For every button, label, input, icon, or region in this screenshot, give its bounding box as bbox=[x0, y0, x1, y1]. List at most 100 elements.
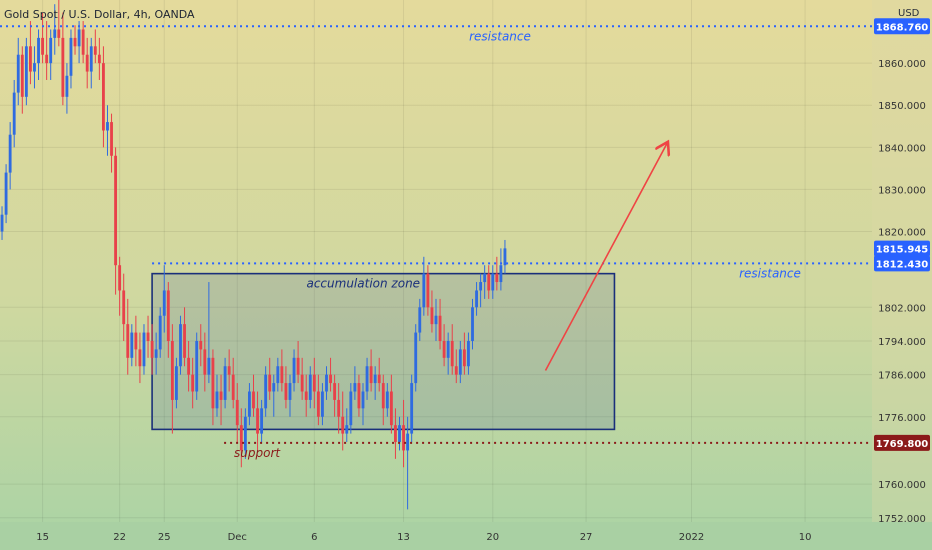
levels-layer: resistance resistance support bbox=[0, 25, 872, 460]
candle-body bbox=[422, 273, 426, 308]
time-axis-bg bbox=[0, 522, 932, 550]
candle-body bbox=[252, 391, 255, 409]
support-price-badge: 1769.800 bbox=[876, 439, 929, 450]
support-label: support bbox=[234, 446, 281, 460]
candle-body bbox=[316, 391, 320, 417]
price-tick-label: 1820.000 bbox=[878, 228, 926, 239]
candle-body bbox=[33, 63, 36, 72]
candle-body bbox=[389, 391, 393, 426]
resistance-price-badge-bg bbox=[874, 255, 930, 272]
candle-body bbox=[170, 340, 174, 400]
candle-body bbox=[162, 290, 166, 316]
candle-body bbox=[122, 290, 126, 325]
candle-body bbox=[142, 332, 146, 367]
candles bbox=[0, 0, 507, 510]
time-tick-label: 13 bbox=[397, 532, 410, 543]
candle-body bbox=[37, 37, 40, 64]
candle-body bbox=[106, 122, 109, 131]
candle-body bbox=[28, 46, 32, 72]
price-tick-label: 1786.000 bbox=[878, 371, 926, 382]
candle-body bbox=[280, 366, 284, 384]
time-tick-label: Dec bbox=[228, 532, 247, 543]
grid bbox=[0, 0, 872, 522]
candle-body bbox=[179, 324, 182, 367]
accumulation-zone-label: accumulation zone bbox=[306, 277, 420, 291]
candle-body bbox=[227, 366, 231, 375]
candle-body bbox=[434, 315, 438, 325]
symbol-title: Gold Spot / U.S. Dollar, 4h, OANDA bbox=[4, 8, 195, 21]
time-tick-label: 2022 bbox=[679, 532, 704, 543]
candle-body bbox=[256, 408, 259, 434]
resistance-label: resistance bbox=[739, 266, 801, 280]
candle-body bbox=[369, 366, 373, 384]
candle-body bbox=[49, 37, 53, 64]
candle-body bbox=[483, 273, 487, 283]
candle-body bbox=[8, 134, 12, 173]
candle-body bbox=[69, 37, 73, 76]
price-tick-label: 1752.000 bbox=[878, 514, 926, 525]
time-tick-label: 20 bbox=[486, 532, 499, 543]
candle-body bbox=[219, 391, 223, 400]
candle-body bbox=[191, 374, 195, 392]
candle-body bbox=[442, 340, 446, 358]
price-tick-label: 1830.000 bbox=[878, 185, 926, 196]
last-price-badge-bg bbox=[874, 240, 930, 257]
candle-body bbox=[223, 366, 227, 400]
candle-body bbox=[199, 340, 203, 350]
candle-body bbox=[341, 416, 345, 434]
candle-body bbox=[361, 391, 365, 409]
candle-body bbox=[16, 54, 20, 93]
candle-body bbox=[146, 332, 150, 341]
candle-body bbox=[81, 29, 85, 55]
candle-body bbox=[377, 374, 381, 384]
candle-body bbox=[402, 425, 405, 451]
candle-body bbox=[53, 29, 57, 38]
resistance-price-badge: 1868.760 bbox=[876, 22, 929, 33]
time-tick-label: 6 bbox=[311, 532, 317, 543]
candle-body bbox=[126, 324, 130, 358]
candle-body bbox=[77, 29, 81, 47]
candle-body bbox=[471, 307, 474, 341]
candle-body bbox=[158, 315, 162, 350]
candle-body bbox=[475, 290, 478, 308]
candle-body bbox=[430, 307, 434, 325]
support-price-badge-bg bbox=[874, 434, 930, 451]
price-tick-label: 1760.000 bbox=[878, 480, 926, 491]
candle-body bbox=[345, 425, 349, 434]
resistance-label: resistance bbox=[469, 29, 531, 43]
candle-body bbox=[231, 374, 235, 400]
candle-body bbox=[211, 357, 215, 409]
candle-body bbox=[154, 349, 158, 358]
candle-body bbox=[97, 54, 101, 64]
time-tick-label: 15 bbox=[36, 532, 49, 543]
candle-body bbox=[268, 374, 272, 392]
candle-body bbox=[321, 391, 324, 417]
time-tick-label: 22 bbox=[113, 532, 126, 543]
candle-body bbox=[462, 349, 466, 367]
currency-label: USD bbox=[898, 8, 920, 19]
candle-body bbox=[24, 46, 28, 97]
candle-body bbox=[175, 366, 178, 400]
candle-body bbox=[438, 315, 442, 341]
price-axis-bg bbox=[872, 0, 932, 550]
candle-body bbox=[292, 357, 296, 384]
price-axis: 1752.000 1760.000 1776.000 1786.000 1794.000… bbox=[872, 0, 932, 550]
candle-body bbox=[406, 433, 410, 451]
price-tick-label: 1840.000 bbox=[878, 143, 926, 154]
candle-body bbox=[467, 340, 470, 367]
candle-body bbox=[264, 374, 268, 409]
price-tick-label: 1776.000 bbox=[878, 413, 926, 424]
candle-body bbox=[272, 383, 276, 392]
candle-body bbox=[450, 340, 454, 367]
time-tick-label: 10 bbox=[799, 532, 812, 543]
candle-body bbox=[414, 332, 418, 384]
candle-body bbox=[276, 366, 280, 384]
candle-body bbox=[215, 391, 219, 409]
time-tick-label: 25 bbox=[158, 532, 171, 543]
candle-body bbox=[288, 383, 292, 400]
candle-body bbox=[166, 290, 170, 341]
price-tick-label: 1794.000 bbox=[878, 337, 926, 348]
candle-body bbox=[308, 374, 312, 400]
